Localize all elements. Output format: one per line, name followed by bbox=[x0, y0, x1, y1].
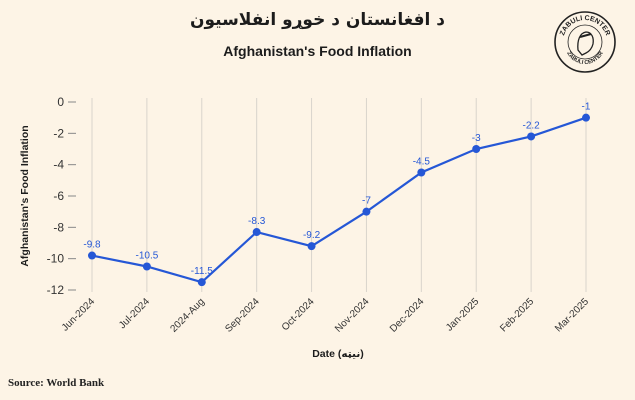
y-tick-label: -2 bbox=[53, 126, 64, 140]
chart-title-pashto: د افغانستان د خوړو انفلاسیون bbox=[189, 10, 446, 30]
x-tick-label: Nov-2024 bbox=[333, 296, 372, 335]
x-tick-label: Oct-2024 bbox=[280, 296, 317, 333]
data-label: -9.8 bbox=[83, 240, 101, 251]
y-axis-label: Afghanistan's Food Inflation bbox=[19, 125, 31, 266]
x-tick-label: 2024-Aug bbox=[168, 296, 206, 334]
data-label: -4.5 bbox=[413, 157, 431, 168]
x-tick-label: Dec-2024 bbox=[388, 296, 427, 335]
data-point bbox=[307, 242, 316, 251]
x-tick-label: Sep-2024 bbox=[223, 296, 262, 335]
data-point bbox=[527, 132, 536, 141]
x-tick-label: Jan-2025 bbox=[444, 296, 482, 334]
data-point bbox=[88, 251, 96, 260]
y-tick-label: 0 bbox=[57, 95, 64, 109]
x-tick-label: Jul-2024 bbox=[117, 296, 152, 331]
data-label: -2.2 bbox=[522, 120, 540, 131]
y-tick-label: -10 bbox=[47, 252, 65, 266]
x-tick-label: Feb-2025 bbox=[498, 296, 536, 334]
data-point bbox=[197, 278, 206, 287]
chart-title: Afghanistan's Food Inflation bbox=[223, 43, 412, 59]
data-point bbox=[142, 262, 151, 271]
data-label: -10.5 bbox=[135, 251, 158, 262]
x-axis-label: Date (نیټه) bbox=[312, 348, 364, 360]
data-point bbox=[362, 207, 371, 216]
y-tick-label: -8 bbox=[53, 220, 64, 234]
x-tick-label: Jun-2024 bbox=[60, 296, 98, 334]
y-tick-label: -4 bbox=[53, 158, 64, 172]
y-tick-label: -6 bbox=[53, 189, 64, 203]
data-point bbox=[582, 113, 590, 122]
x-tick-label: Mar-2025 bbox=[553, 296, 591, 334]
data-label: -1 bbox=[582, 102, 591, 113]
source-note: Source: World Bank bbox=[8, 377, 105, 389]
data-point bbox=[252, 228, 261, 237]
y-tick-label: -12 bbox=[47, 283, 65, 297]
data-label: -3 bbox=[472, 133, 481, 144]
data-label: -8.3 bbox=[248, 216, 266, 227]
zabuli-center-logo: ZABULI CENTER ZABULI CENTER bbox=[554, 11, 616, 73]
series-line bbox=[91, 116, 587, 284]
data-label: -9.2 bbox=[303, 230, 321, 241]
data-point bbox=[472, 145, 481, 153]
data-label: -7 bbox=[362, 196, 371, 207]
data-point bbox=[417, 168, 426, 177]
data-label: -11.5 bbox=[191, 266, 213, 277]
